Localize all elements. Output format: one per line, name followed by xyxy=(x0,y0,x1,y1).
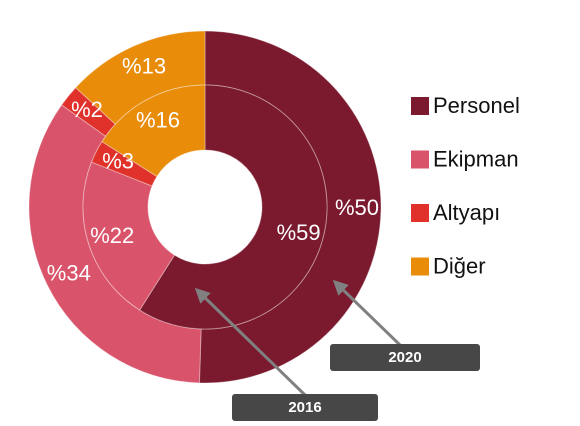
legend-label: Ekipman xyxy=(433,146,519,171)
arrow xyxy=(332,279,402,347)
value-label: %13 xyxy=(122,54,166,79)
value-label: %16 xyxy=(136,107,180,132)
value-label: %34 xyxy=(47,260,91,285)
annotation-box xyxy=(330,344,480,371)
legend-label: Altyapı xyxy=(433,200,500,225)
slice xyxy=(82,161,176,311)
arrow xyxy=(194,287,307,397)
annotation: 2016 xyxy=(288,399,321,416)
slice xyxy=(101,84,206,178)
legend: Personel Ekipman Altyapı Diğer xyxy=(411,93,520,278)
annotation: 2020 xyxy=(388,349,421,366)
slice xyxy=(90,140,158,187)
legend-label: Personel xyxy=(433,93,520,118)
legend-label: Diğer xyxy=(433,253,486,278)
legend-swatch xyxy=(411,150,429,169)
legend-swatch xyxy=(411,97,429,115)
value-label: %50 xyxy=(335,195,379,220)
value-label: %59 xyxy=(277,220,321,245)
legend-swatch xyxy=(411,204,429,222)
slice xyxy=(138,84,328,330)
value-label: %3 xyxy=(102,149,134,174)
rings: %50 %34 %2 %13 %59 %22 %3%16 xyxy=(28,30,382,384)
legend-swatch xyxy=(411,257,429,276)
value-label: %2 xyxy=(71,97,103,122)
value-label: %22 xyxy=(90,223,134,248)
annotation-box xyxy=(232,394,378,421)
